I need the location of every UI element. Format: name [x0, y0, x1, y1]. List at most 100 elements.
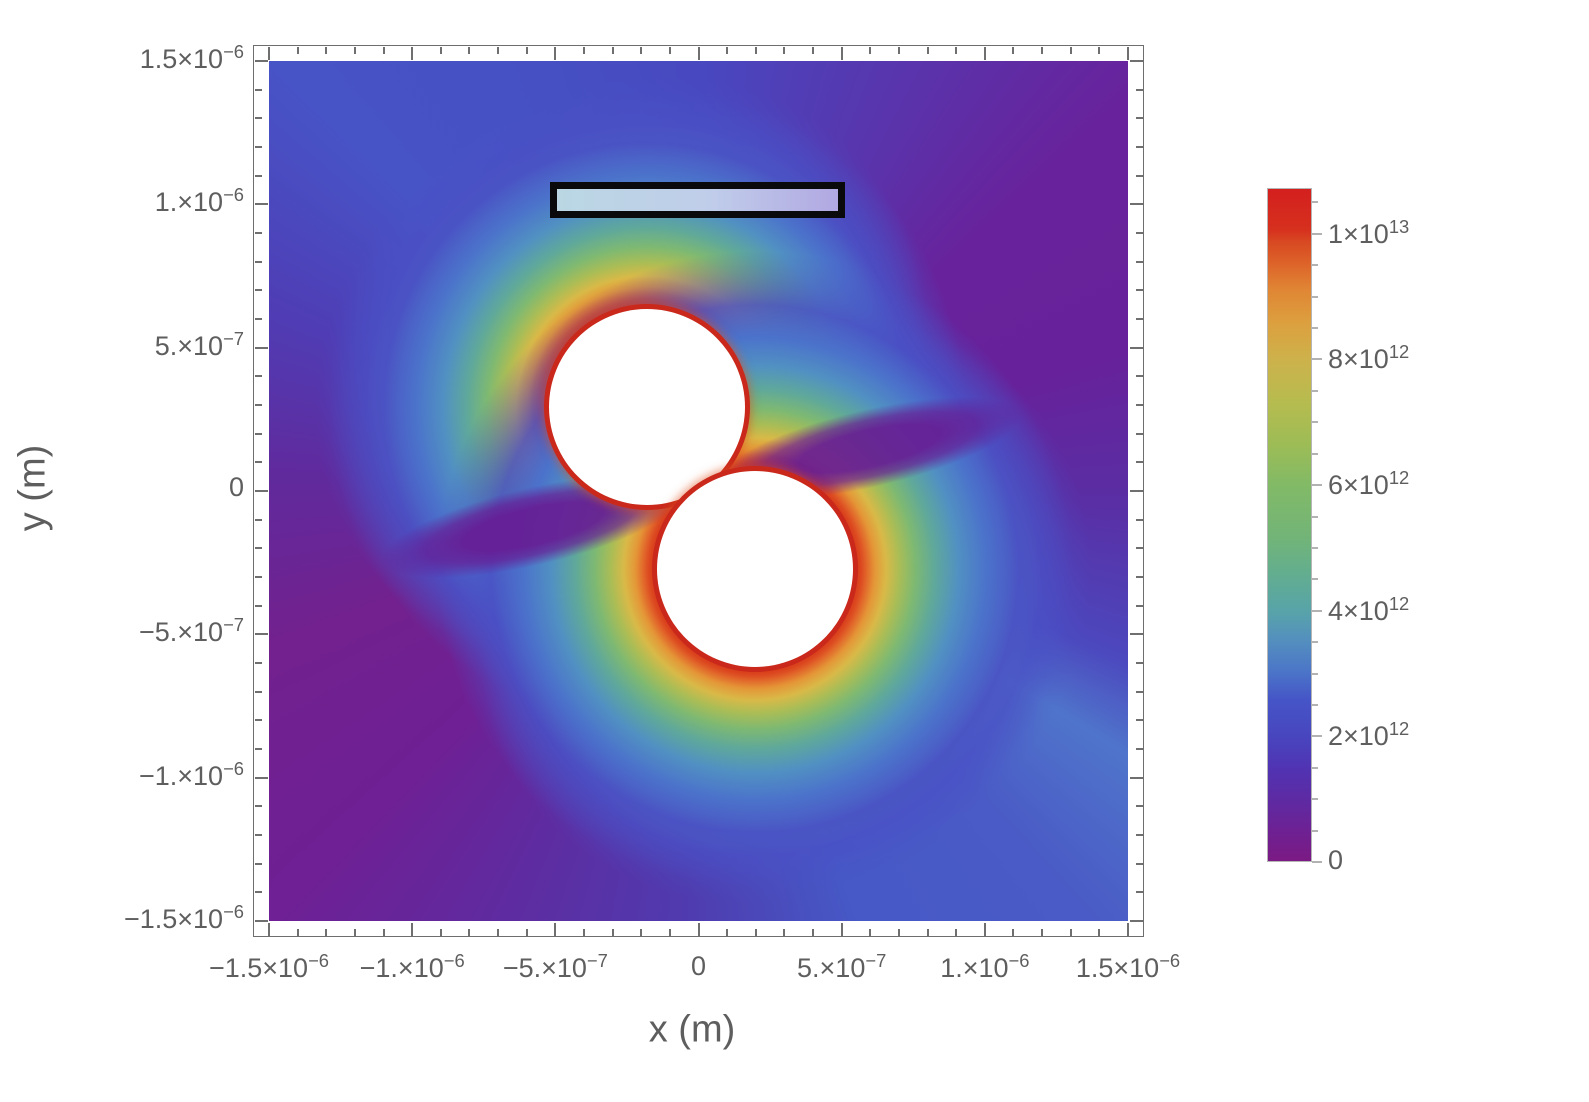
y-tick — [254, 461, 262, 464]
x-tick — [468, 928, 471, 936]
colorbar-minor-tick — [1312, 264, 1318, 267]
x-tick — [783, 928, 786, 936]
x-tick — [468, 46, 471, 54]
x-tick — [1098, 928, 1101, 936]
colorbar-minor-tick — [1312, 703, 1318, 706]
density-field — [269, 61, 1128, 921]
y-tick — [1129, 633, 1143, 636]
x-tick — [554, 46, 557, 60]
y-tick — [1135, 232, 1143, 234]
x-tick — [697, 922, 700, 936]
y-tick — [1129, 60, 1143, 62]
colorbar-minor-tick — [1312, 546, 1318, 549]
y-tick — [254, 662, 262, 664]
y-tick — [254, 518, 262, 521]
y-tick — [1135, 432, 1143, 435]
y-tick — [254, 260, 262, 263]
y-tick-label: −5.×10−7 — [138, 614, 244, 648]
x-tick — [611, 928, 614, 936]
x-tick-label: −5.×10−7 — [502, 950, 608, 983]
y-tick — [1135, 719, 1143, 722]
y-tick — [254, 346, 268, 349]
x-tick — [1069, 46, 1072, 54]
x-tick — [668, 46, 671, 54]
y-tick — [254, 203, 268, 206]
x-tick — [840, 922, 843, 936]
y-tick — [254, 232, 262, 234]
x-tick — [439, 46, 442, 54]
x-tick-label: −1.×10−6 — [359, 950, 465, 983]
y-tick — [254, 776, 268, 779]
colorbar-minor-tick — [1312, 641, 1318, 644]
x-tick — [869, 46, 872, 54]
x-tick — [926, 928, 929, 936]
x-tick — [382, 46, 385, 54]
colorbar-major-tick — [1312, 232, 1322, 235]
y-tick — [254, 490, 268, 492]
y-tick — [1129, 346, 1143, 349]
y-tick — [254, 318, 262, 320]
y-tick — [254, 633, 268, 636]
colorbar-tick-label: 1×1013 — [1328, 215, 1410, 249]
y-tick — [1135, 662, 1143, 664]
y-tick — [254, 862, 262, 865]
x-tick — [439, 928, 442, 936]
y-tick — [254, 404, 262, 406]
x-tick — [1041, 46, 1044, 54]
x-tick — [497, 46, 500, 54]
excluded-disk-lower — [657, 471, 853, 667]
x-tick — [268, 46, 270, 60]
x-tick — [582, 46, 585, 54]
y-tick — [1135, 260, 1143, 263]
y-tick-label: 5.×10−7 — [154, 327, 244, 361]
y-tick — [1135, 518, 1143, 521]
x-tick — [926, 46, 929, 54]
colorbar-minor-tick — [1312, 421, 1318, 424]
y-tick — [254, 146, 262, 148]
y-tick-label: −1.5×10−6 — [123, 901, 244, 934]
x-tick — [955, 928, 958, 936]
x-tick-label: −1.5×10−6 — [208, 950, 330, 983]
x-tick — [983, 46, 986, 60]
colorbar-major-tick — [1312, 358, 1322, 361]
y-tick — [254, 289, 262, 292]
y-tick — [254, 117, 262, 120]
colorbar-major-tick — [1312, 484, 1322, 487]
y-tick — [1135, 174, 1143, 177]
colorbar-minor-tick — [1312, 201, 1318, 204]
colorbar-gradient — [1267, 188, 1312, 862]
x-tick — [640, 46, 643, 54]
x-tick — [353, 928, 356, 936]
y-tick-label: 1.5×10−6 — [139, 41, 244, 74]
x-tick — [1069, 928, 1072, 936]
y-tick — [1135, 891, 1143, 894]
x-tick — [783, 46, 786, 54]
x-tick-label: 1.×10−6 — [940, 950, 1030, 983]
nanobar-rectangle — [550, 182, 845, 218]
y-tick — [254, 748, 262, 750]
x-tick — [1127, 46, 1129, 60]
x-tick — [869, 928, 872, 936]
colorbar-tick-label: 6×1012 — [1328, 467, 1410, 501]
x-tick — [1041, 928, 1044, 936]
colorbar-tick-label: 8×1012 — [1328, 341, 1410, 375]
x-tick — [325, 46, 328, 54]
y-tick — [254, 891, 262, 894]
y-tick — [1135, 146, 1143, 148]
x-tick — [1127, 922, 1129, 936]
colorbar-tick-label: 4×1012 — [1328, 592, 1410, 626]
x-tick — [697, 46, 700, 60]
y-tick — [254, 920, 268, 922]
x-tick — [1098, 46, 1101, 54]
y-tick — [254, 604, 262, 607]
x-tick — [497, 928, 500, 936]
colorbar-minor-tick — [1312, 798, 1318, 801]
x-tick — [1012, 928, 1015, 936]
y-tick — [1135, 576, 1143, 578]
y-tick — [1135, 461, 1143, 464]
x-tick — [554, 922, 557, 936]
y-tick — [1135, 117, 1143, 120]
y-tick-label: 0 — [228, 472, 244, 502]
y-tick — [1135, 604, 1143, 607]
y-tick — [1135, 289, 1143, 292]
